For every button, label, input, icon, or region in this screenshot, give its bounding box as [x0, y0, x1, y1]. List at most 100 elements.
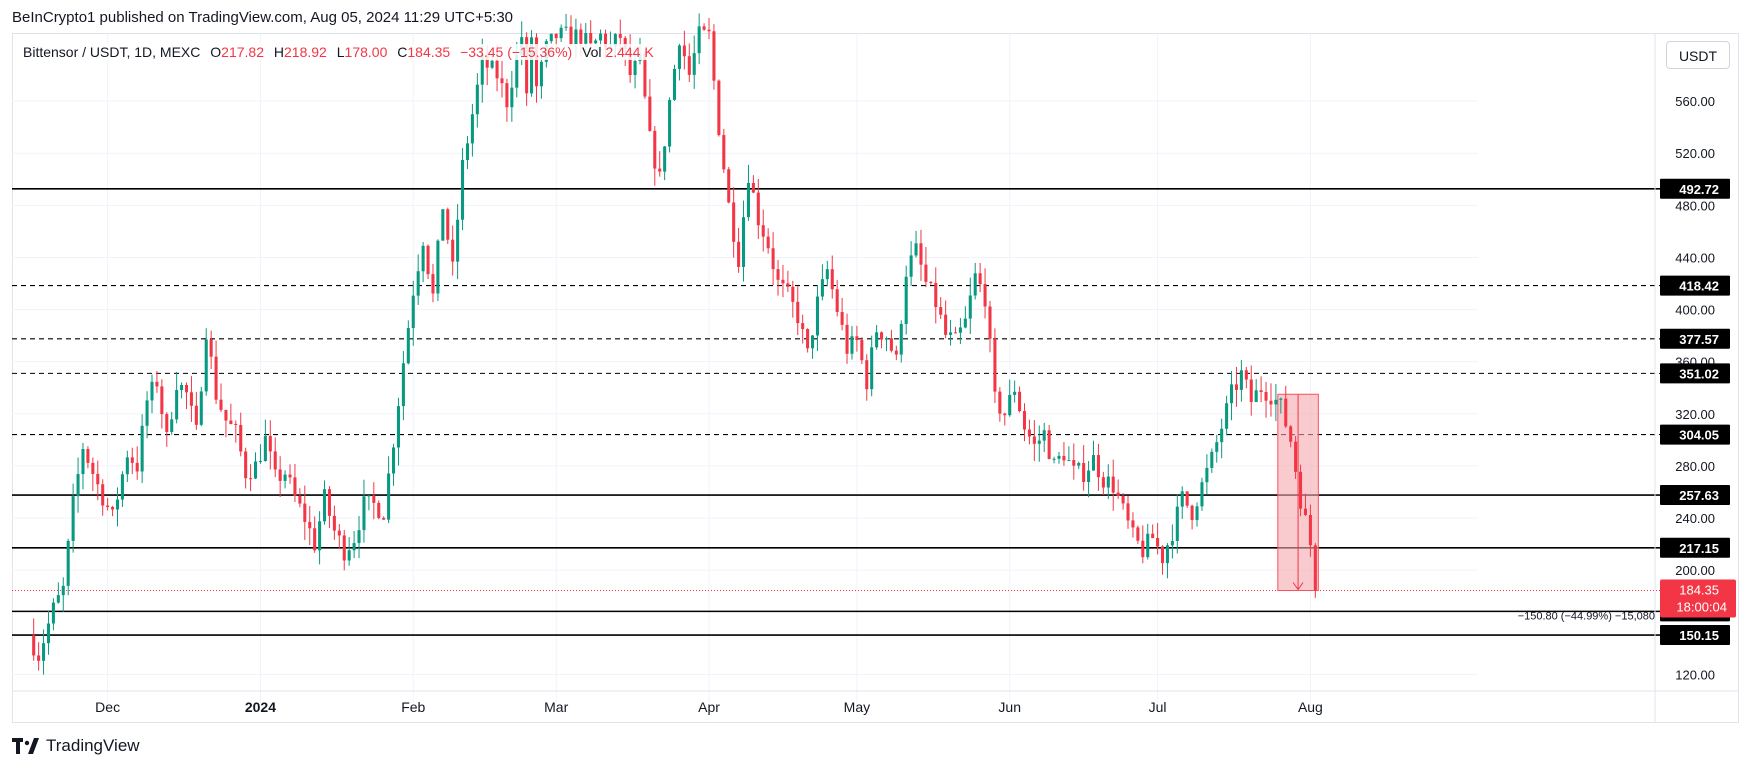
candle-body — [61, 585, 65, 596]
candle — [909, 241, 913, 286]
candle-body — [470, 114, 474, 144]
candle-body — [150, 381, 154, 401]
candle — [155, 371, 159, 393]
level-label: 351.02 — [1679, 366, 1719, 381]
candle — [737, 227, 741, 273]
candle — [268, 420, 272, 470]
candle-body — [998, 391, 1002, 414]
y-tick-label: 120.00 — [1675, 667, 1715, 682]
candle-body — [1294, 441, 1298, 472]
candle-body — [263, 435, 267, 461]
candle — [978, 262, 982, 293]
candle — [1264, 381, 1268, 418]
candle — [382, 516, 386, 520]
candle-body — [451, 239, 455, 262]
candle — [436, 239, 440, 302]
candle-body — [786, 283, 790, 287]
candle-body — [1136, 527, 1140, 541]
candle-body — [436, 240, 440, 294]
candle-body — [416, 271, 420, 296]
candle-body — [1244, 370, 1248, 380]
candle-body — [130, 457, 134, 463]
candle — [1022, 403, 1027, 442]
candle-body — [298, 495, 302, 504]
candle-body — [825, 269, 829, 280]
candle-body — [603, 33, 608, 48]
candle-body — [1160, 546, 1165, 564]
candle-body — [1106, 476, 1110, 488]
candle — [367, 494, 371, 511]
candle-body — [741, 217, 746, 267]
candle — [194, 391, 198, 430]
candle-body — [382, 517, 386, 520]
candle-body — [303, 503, 307, 522]
candle-body — [170, 419, 174, 432]
candle — [569, 15, 573, 45]
candle-body — [1116, 492, 1120, 497]
chart-area[interactable] — [12, 33, 1739, 723]
currency-button[interactable]: USDT — [1666, 41, 1730, 69]
candle-body — [51, 602, 55, 624]
candle — [377, 500, 381, 520]
candle — [357, 516, 361, 559]
candle — [801, 314, 805, 344]
candle-body — [594, 40, 598, 44]
volume-label: Vol — [582, 44, 602, 60]
published-header: BeInCrypto1 published on TradingView.com… — [12, 9, 514, 26]
candle-body — [396, 406, 400, 448]
candle-body — [1111, 476, 1115, 493]
candle-body — [1299, 471, 1303, 509]
candle-body — [293, 477, 297, 496]
candle-body — [426, 245, 430, 275]
candle-body — [214, 356, 218, 400]
candle-body — [539, 61, 543, 87]
candle-body — [239, 424, 243, 452]
candle — [963, 306, 967, 329]
candle-body — [732, 202, 736, 242]
candle — [1259, 376, 1263, 403]
candle — [875, 325, 879, 350]
candle — [1284, 385, 1288, 429]
candle-body — [988, 306, 992, 339]
candle — [401, 351, 405, 421]
candle — [37, 642, 41, 671]
candle-body — [209, 339, 213, 357]
candle-body — [322, 489, 327, 522]
open-value: 217.82 — [221, 44, 264, 60]
candle-body — [643, 53, 647, 97]
candle — [32, 618, 36, 661]
candle-body — [722, 135, 726, 170]
candle-body — [648, 96, 652, 131]
candle-body — [1141, 540, 1145, 558]
candle-body — [1037, 440, 1041, 444]
candle-body — [229, 420, 233, 424]
candle-body — [820, 279, 824, 297]
tradingview-logo[interactable]: TradingView — [12, 736, 140, 756]
levels-layer — [12, 187, 1660, 636]
candle-body — [485, 54, 489, 68]
candle — [362, 479, 366, 543]
candle-body — [111, 506, 115, 510]
candle-body — [180, 384, 184, 391]
candle-body — [801, 323, 805, 330]
candle — [273, 437, 277, 478]
candle — [1057, 451, 1061, 464]
candle-body — [894, 350, 898, 355]
candle-body — [160, 386, 164, 415]
candle-body — [1284, 398, 1288, 427]
candle — [1126, 495, 1130, 529]
candle-body — [584, 33, 588, 44]
candle-body — [101, 484, 105, 506]
candle-body — [1052, 458, 1056, 460]
close-label: C — [397, 44, 408, 60]
candle-body — [1289, 426, 1293, 442]
candle-body — [1087, 470, 1091, 483]
candle — [1096, 443, 1100, 491]
candle — [702, 23, 706, 31]
candle — [170, 411, 174, 435]
candle — [934, 267, 938, 324]
candle-body — [490, 60, 494, 68]
candle — [914, 230, 918, 258]
candle-body — [37, 655, 41, 661]
